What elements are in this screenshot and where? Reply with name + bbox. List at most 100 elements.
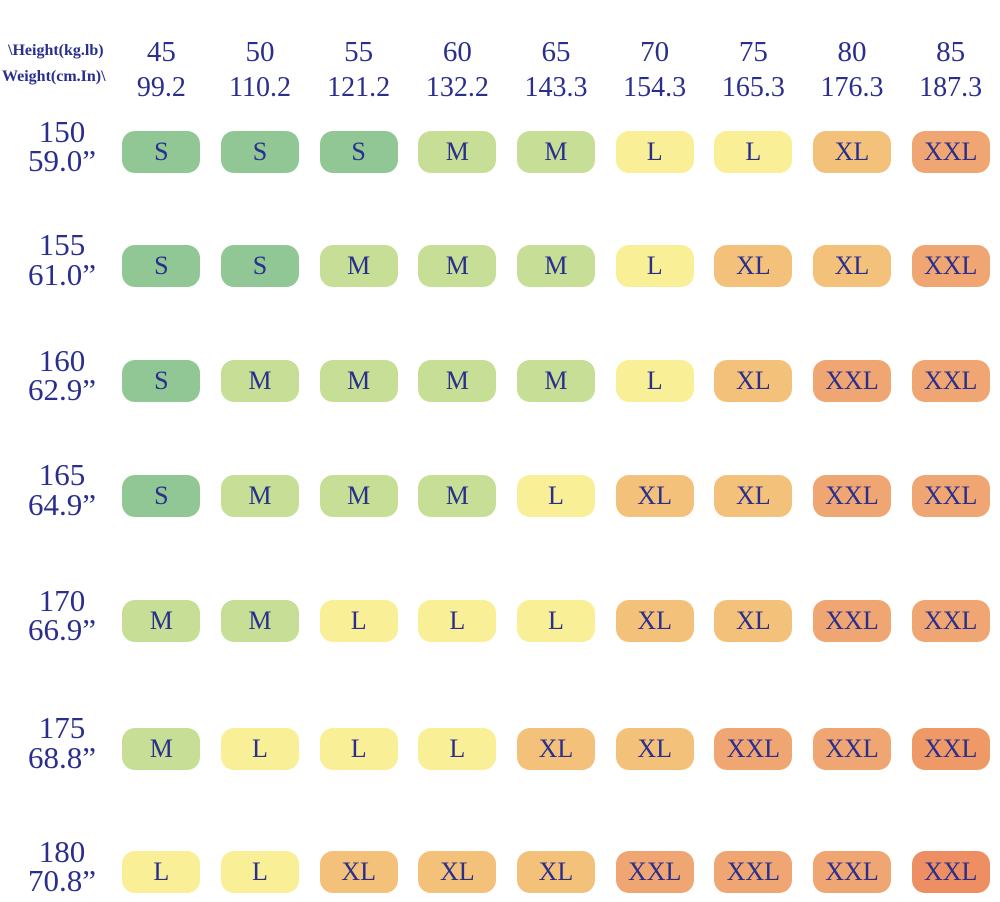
column-header-50: 50 110.2 [211,34,310,107]
column-header-75: 75 165.3 [704,34,803,107]
size-cell: XXL [812,600,891,643]
size-cell: M [220,360,299,403]
size-cell: XXL [911,600,990,643]
size-cell: XXL [911,360,990,403]
height-in: 62.9” [27,372,96,408]
size-cell: XL [615,727,694,770]
height-cm: 175 [38,710,86,746]
size-cell: XXL [911,244,990,287]
column-header-70: 70 154.3 [605,34,704,107]
size-cell: XXL [911,727,990,770]
height-in: 61.0” [27,256,96,292]
weight-lb: 176.3 [820,72,884,104]
height-in: 66.9” [27,612,96,648]
row-header: 180 70.8” [0,833,112,896]
row-header: 155 61.0” [0,227,112,292]
size-cell: S [122,131,201,174]
height-cm: 160 [38,342,86,378]
size-cell: M [319,360,398,403]
size-cell: XXL [615,851,694,894]
size-cell: XL [615,600,694,643]
weight-kg: 50 [245,36,275,68]
weight-lb: 187.3 [919,72,983,104]
size-cell: M [516,244,595,287]
size-cell: XL [812,244,891,287]
size-cell: L [418,600,497,643]
row-header: 175 68.8” [0,710,112,775]
row-header: 150 59.0” [0,116,112,179]
size-cell: L [714,131,793,174]
height-cm: 180 [38,833,86,869]
table-row-160: 160 62.9” S M M M M L XL XXL XXL [0,345,1000,412]
size-cell: M [418,474,497,517]
table-row-165: 165 64.9” S M M M L XL XL XXL XXL [0,459,1000,526]
size-cell: XXL [714,851,793,894]
size-cell: S [319,131,398,174]
weight-kg: 85 [936,36,966,68]
weight-lb: 143.3 [524,72,588,104]
weight-kg: 60 [442,36,472,68]
size-cell: XL [714,600,793,643]
weight-kg: 70 [640,36,670,68]
size-cell: XXL [714,727,793,770]
row-header: 160 62.9” [0,342,112,408]
table-body: 150 59.0” S S S M M L L XL XXL 155 61.0”… [0,116,1000,902]
size-cell: XXL [812,851,891,894]
size-cell: XL [714,474,793,517]
column-header-55: 55 121.2 [309,34,408,107]
size-cell: XL [516,851,595,894]
weight-kg: 45 [146,36,176,68]
size-cell: XXL [812,360,891,403]
size-cell: L [220,851,299,894]
height-in: 59.0” [27,143,96,179]
size-cell: XL [812,131,891,174]
corner-weight-label: Weight(cm.In)\ [2,67,106,85]
size-cell: M [319,474,398,517]
size-cell: M [418,131,497,174]
size-cell: M [220,600,299,643]
size-cell: L [615,244,694,287]
size-cell: S [220,131,299,174]
table-row-150: 150 59.0” S S S M M L L XL XXL [0,116,1000,183]
weight-kg: 75 [738,36,768,68]
table-row-175: 175 68.8” M L L L XL XL XXL XXL XXL [0,712,1000,779]
size-cell: L [319,600,398,643]
size-cell: L [220,727,299,770]
weight-kg: 80 [837,36,867,68]
weight-kg: 55 [344,36,374,68]
size-cell: XL [714,360,793,403]
size-cell: S [122,474,201,517]
size-cell: XL [319,851,398,894]
size-cell: XL [516,727,595,770]
row-header: 165 64.9” [0,457,112,519]
size-cell: L [615,360,694,403]
size-cell: M [516,131,595,174]
size-cell: XXL [812,474,891,517]
size-cell: M [418,244,497,287]
size-cell: L [319,727,398,770]
weight-lb: 110.2 [229,72,291,104]
size-cell: S [122,244,201,287]
size-cell: XXL [911,851,990,894]
height-in: 68.8” [27,739,96,775]
weight-lb: 165.3 [721,72,785,104]
weight-lb: 121.2 [327,72,391,104]
size-cell: XXL [812,727,891,770]
table-row-170: 170 66.9” M M L L L XL XL XXL XXL [0,585,1000,652]
weight-lb: 99.2 [136,72,186,104]
size-cell: XL [418,851,497,894]
size-cell: L [122,851,201,894]
row-header: 170 66.9” [0,585,112,648]
size-cell: L [418,727,497,770]
column-header-45: 45 99.2 [112,34,211,107]
height-cm: 155 [38,227,86,263]
size-cell: XL [615,474,694,517]
height-cm: 165 [38,457,86,493]
table-row-180: 180 70.8” L L XL XL XL XXL XXL XXL XXL [0,836,1000,902]
column-header-80: 80 176.3 [803,34,902,107]
column-header-60: 60 132.2 [408,34,507,107]
size-cell: L [516,474,595,517]
corner-height-label: \Height(kg.lb) [8,42,104,59]
size-cell: XXL [911,474,990,517]
